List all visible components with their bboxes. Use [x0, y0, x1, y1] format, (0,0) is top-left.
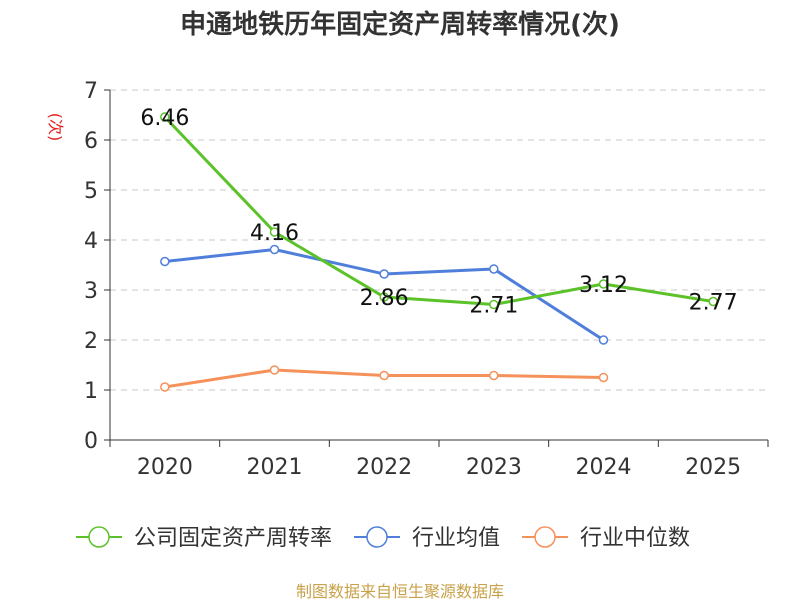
legend-marker-1 — [366, 526, 388, 548]
series-point-2 — [379, 370, 389, 381]
legend-marker-2 — [534, 526, 556, 548]
data-label-2023: 2.71 — [469, 294, 518, 319]
source-note: 制图数据来自恒生聚源数据库 — [295, 582, 504, 601]
y-tick-label: 5 — [84, 179, 98, 204]
legend-label-1: 行业均值 — [412, 526, 500, 551]
x-tick-label-2021: 2021 — [247, 455, 303, 480]
y-tick-label: 3 — [84, 279, 98, 304]
series-point-1 — [269, 244, 280, 255]
legend-marker-0 — [88, 526, 110, 548]
series-point-0 — [269, 227, 280, 237]
data-label-2025: 2.77 — [689, 291, 738, 316]
series-point-2 — [160, 382, 170, 392]
series-line-0 — [163, 115, 714, 306]
x-tick-label-2025: 2025 — [685, 455, 741, 480]
grid-lines — [110, 89, 768, 391]
series-point-1 — [598, 335, 609, 345]
x-tick-label-2024: 2024 — [576, 455, 632, 480]
data-label-2024: 3.12 — [579, 273, 628, 298]
series-point-2 — [269, 365, 280, 375]
data-label-2021: 4.16 — [250, 221, 299, 246]
series-point-1 — [160, 256, 170, 267]
series-group — [160, 112, 718, 392]
series-point-2 — [489, 370, 499, 381]
y-tick-label: 7 — [84, 79, 98, 104]
x-tick-label-2020: 2020 — [137, 455, 193, 480]
y-tick-label: 0 — [84, 429, 98, 454]
chart-title: 申通地铁历年固定资产周转率情况(次) — [180, 10, 620, 40]
legend-label-2: 行业中位数 — [580, 526, 690, 551]
data-label-2020: 6.46 — [140, 106, 189, 131]
series-point-1 — [379, 269, 389, 279]
series-point-0 — [489, 299, 499, 310]
axes: 0 1 2 3 4 5 6 7 2020 2021 2022 2023 2024 2025 (次) — [46, 79, 769, 480]
series-point-0 — [160, 112, 170, 122]
y-axis-unit: (次) — [46, 113, 65, 142]
series-point-0 — [379, 292, 389, 302]
legend-label-0: 公司固定资产周转率 — [134, 526, 332, 551]
y-tick-label: 1 — [84, 379, 98, 404]
y-tick-label: 6 — [84, 129, 98, 154]
series-point-2 — [598, 372, 609, 383]
series-point-1 — [489, 264, 499, 274]
legend: 公司固定资产周转率 行业均值 行业中位数 — [76, 526, 690, 551]
x-tick-label-2023: 2023 — [466, 455, 522, 480]
series-point-0 — [708, 296, 718, 307]
data-labels: 6.46 4.16 2.86 2.71 3.12 2.77 — [140, 106, 737, 319]
y-tick-label: 4 — [84, 229, 98, 254]
y-tick-label: 2 — [84, 329, 98, 354]
series-point-0 — [598, 279, 609, 289]
x-tick-label-2022: 2022 — [356, 455, 412, 480]
data-label-2022: 2.86 — [360, 286, 409, 311]
